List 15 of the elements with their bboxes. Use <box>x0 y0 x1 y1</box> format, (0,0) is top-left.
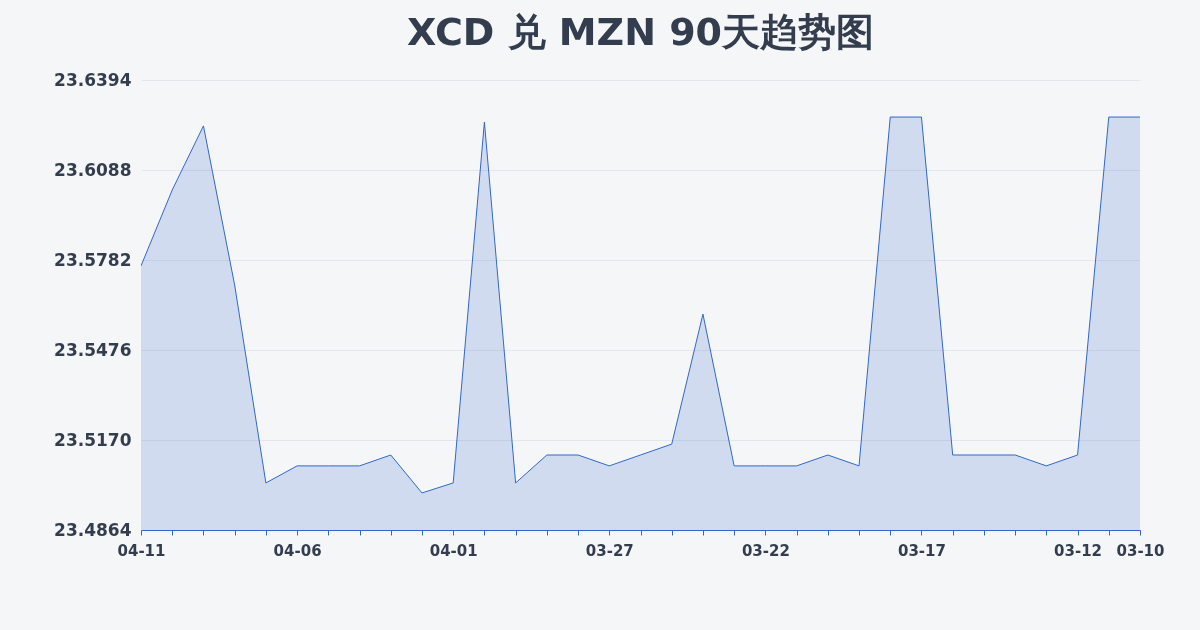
y-tick-label: 23.6088 <box>54 159 132 180</box>
x-tick-label: 03-22 <box>741 541 790 560</box>
chart-title: XCD 兑 MZN 90天趋势图 <box>406 10 875 54</box>
y-tick-label: 23.5476 <box>54 339 132 360</box>
y-tick-label: 23.5170 <box>54 429 132 450</box>
x-tick-label: 03-27 <box>585 541 634 560</box>
x-tick-label: 04-11 <box>117 541 166 560</box>
y-tick-label: 23.4864 <box>54 519 132 540</box>
x-tick-label: 04-06 <box>273 541 322 560</box>
x-tick-label: 04-01 <box>429 541 478 560</box>
x-tick-label: 03-10 <box>1116 541 1165 560</box>
y-tick-label: 23.6394 <box>54 69 132 90</box>
y-tick-label: 23.5782 <box>54 249 132 270</box>
x-tick-label: 03-12 <box>1054 541 1103 560</box>
x-tick-label: 03-17 <box>897 541 946 560</box>
